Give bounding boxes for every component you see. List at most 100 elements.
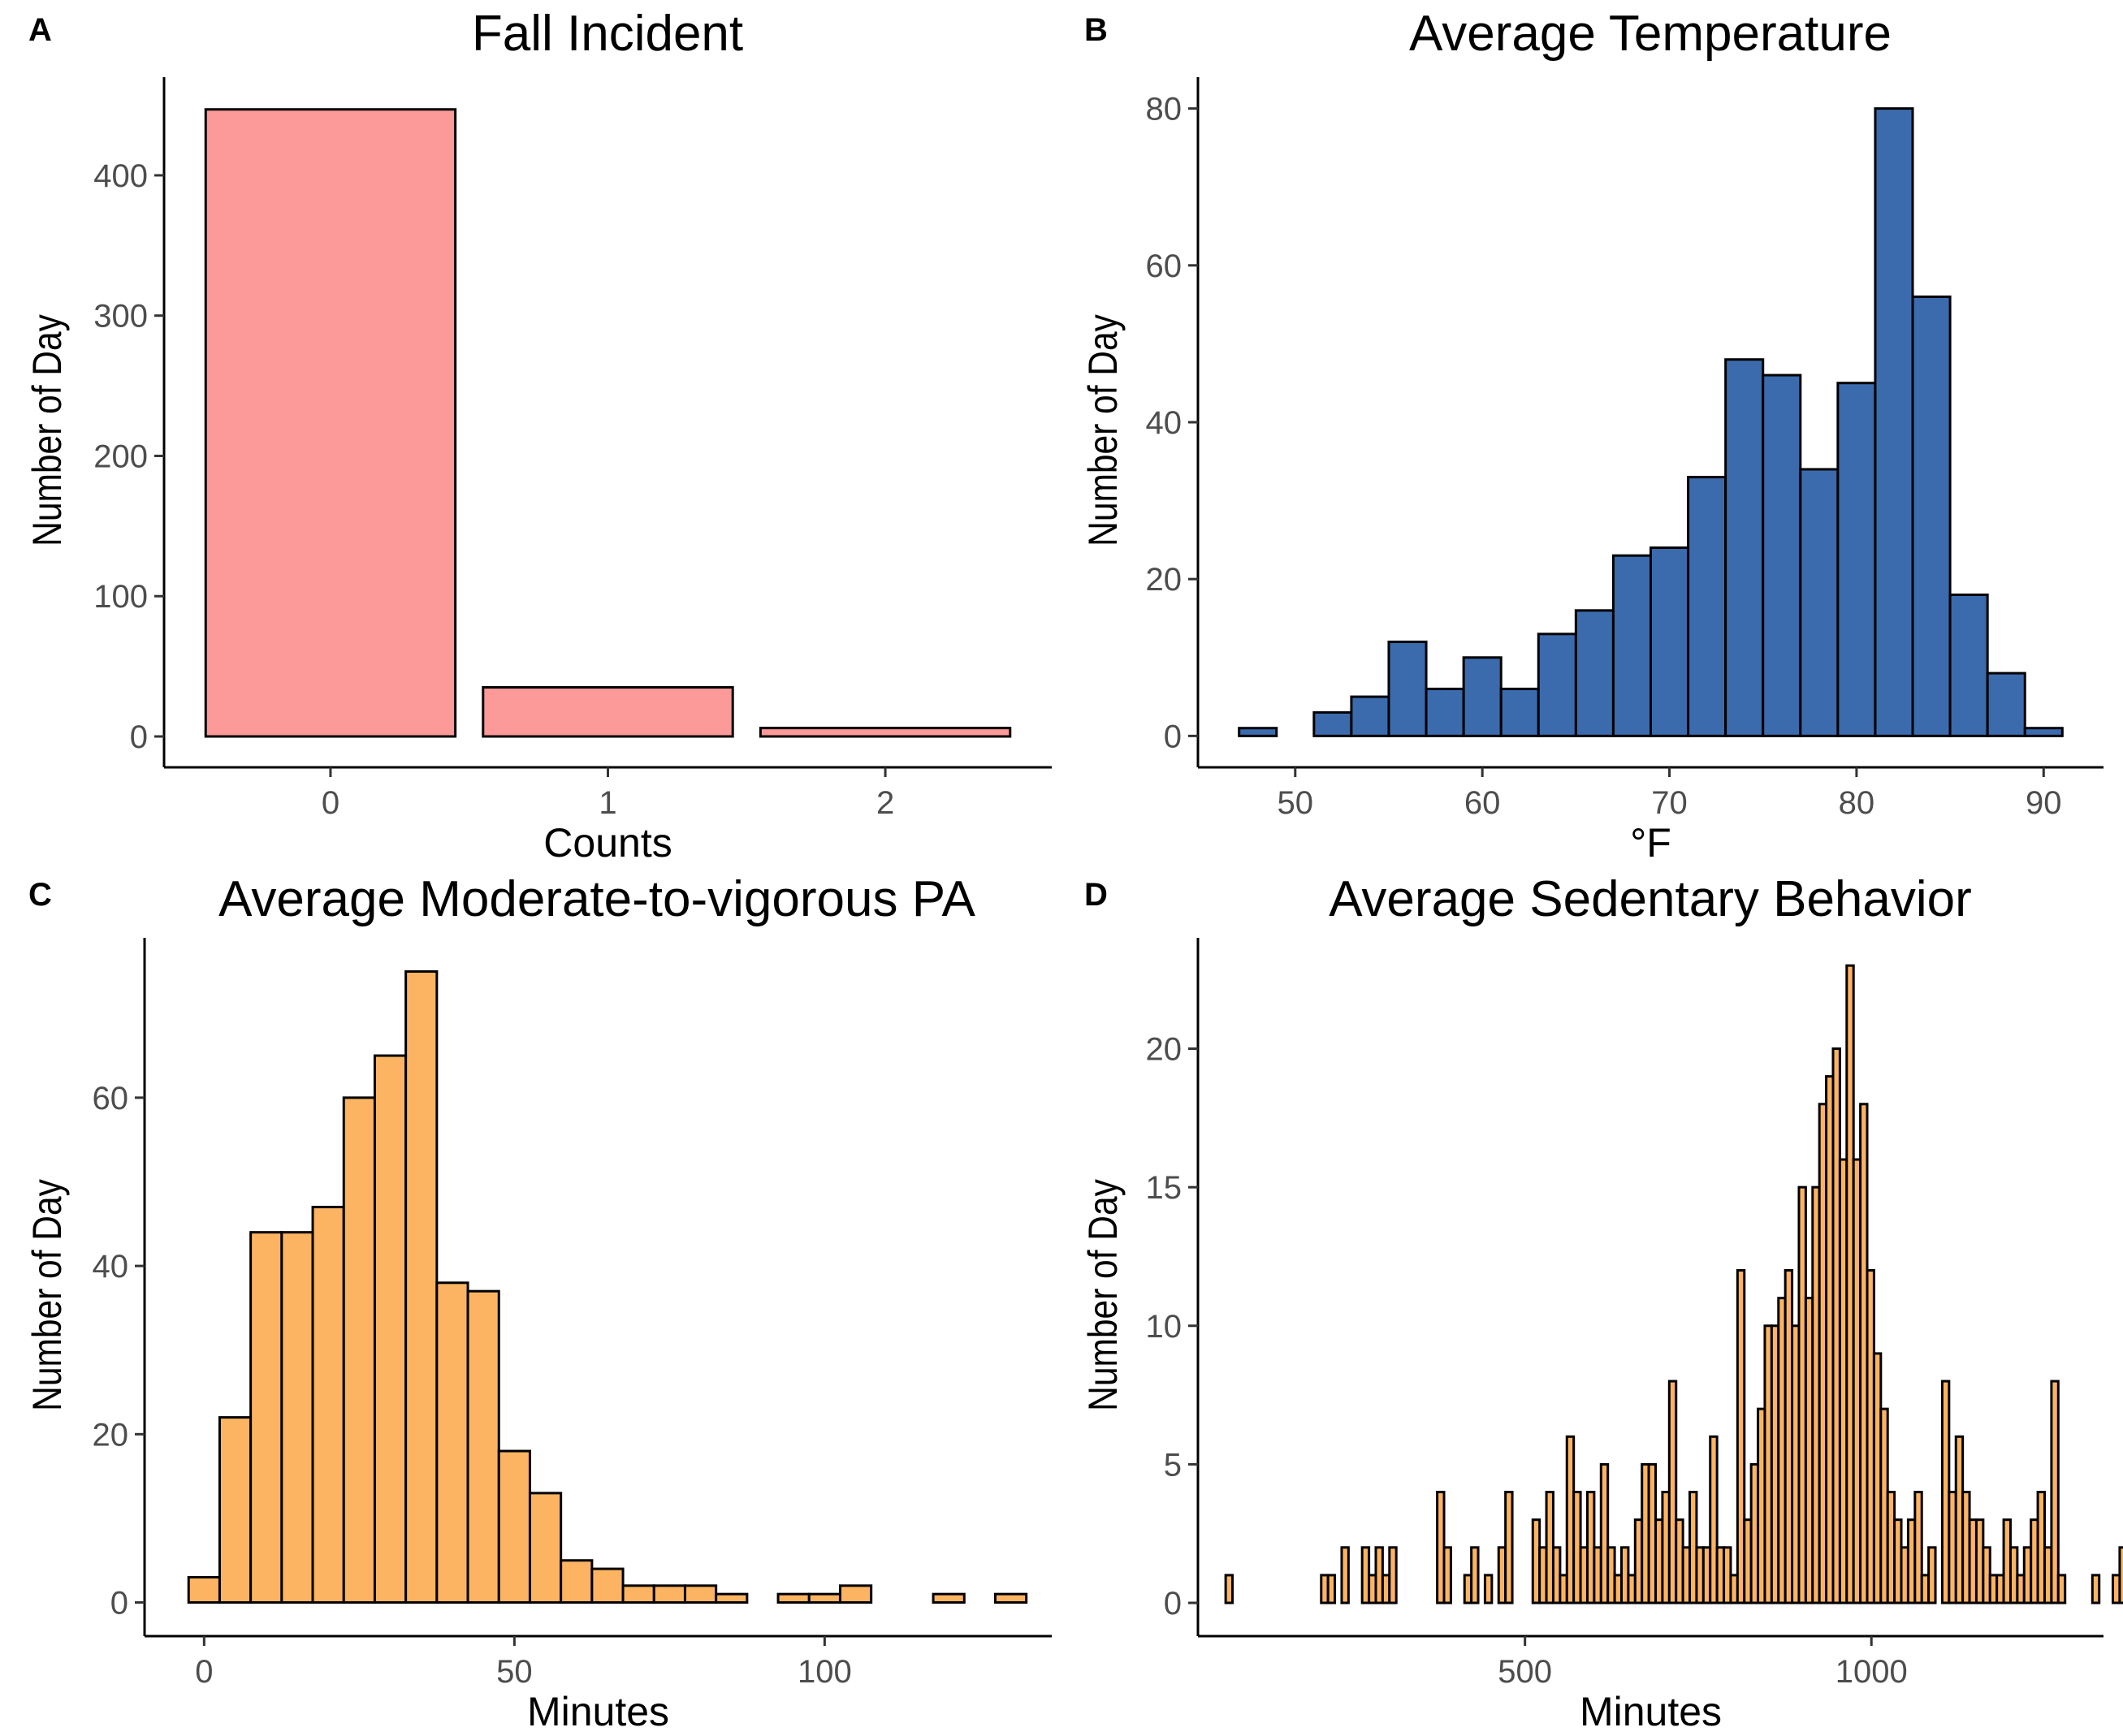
histogram-bin bbox=[993, 1592, 1028, 1604]
histogram-bin bbox=[1442, 1546, 1452, 1604]
x-tick-label: 70 bbox=[1651, 785, 1688, 821]
histogram-bin bbox=[1611, 554, 1653, 737]
panel-label: A bbox=[28, 12, 52, 48]
histogram-bin bbox=[683, 1584, 718, 1604]
bars bbox=[187, 969, 1028, 1604]
histogram-bin bbox=[528, 1492, 563, 1604]
x-tick-label: 0 bbox=[195, 1654, 213, 1690]
histogram-bin bbox=[1927, 1546, 1937, 1604]
panel-label: C bbox=[28, 877, 52, 913]
histogram-bin bbox=[1537, 633, 1577, 737]
y-tick-label: 15 bbox=[1146, 1170, 1183, 1206]
y-tick-label: 20 bbox=[93, 1417, 129, 1453]
histogram-bin bbox=[560, 1559, 594, 1604]
histogram-bin bbox=[621, 1584, 655, 1604]
histogram-bin bbox=[590, 1567, 625, 1604]
y-tick-label: 10 bbox=[1146, 1309, 1183, 1345]
y-tick-label: 400 bbox=[93, 158, 148, 194]
x-tick-label: 2 bbox=[876, 785, 894, 821]
histogram-bin bbox=[1499, 687, 1540, 737]
histogram-bin bbox=[2050, 1380, 2060, 1604]
histogram-bin bbox=[1504, 1491, 1514, 1604]
histogram-bin bbox=[838, 1584, 873, 1604]
histogram-bin bbox=[311, 1206, 345, 1604]
y-tick-label: 20 bbox=[1146, 562, 1183, 598]
histogram-bin bbox=[1736, 1269, 1746, 1604]
histogram-bin bbox=[2091, 1574, 2101, 1604]
histogram-bin bbox=[1425, 687, 1465, 737]
histogram-bin bbox=[1224, 1574, 1234, 1604]
histogram-bin bbox=[2118, 1546, 2123, 1604]
x-tick-label: 50 bbox=[496, 1654, 533, 1690]
bar-2 bbox=[759, 727, 1012, 738]
histogram-bin bbox=[715, 1592, 749, 1604]
x-axis-label: Minutes bbox=[527, 1689, 669, 1734]
histogram-bin bbox=[652, 1584, 686, 1604]
y-axis-label: Number of Day bbox=[24, 313, 70, 546]
y-tick-label: 0 bbox=[1164, 1586, 1182, 1622]
x-axis-label: Minutes bbox=[1580, 1689, 1722, 1734]
histogram-bin bbox=[1350, 695, 1390, 737]
y-tick-label: 60 bbox=[1146, 248, 1183, 284]
histogram-bin bbox=[373, 1054, 408, 1604]
histogram-bin bbox=[1874, 107, 1914, 737]
histogram-bin bbox=[1326, 1574, 1337, 1604]
y-tick-label: 5 bbox=[1164, 1447, 1182, 1483]
histogram-bin bbox=[1388, 1546, 1398, 1604]
histogram-bin bbox=[1724, 358, 1765, 737]
histogram-bin bbox=[1483, 1574, 1494, 1604]
x-tick-label: 50 bbox=[1278, 785, 1314, 821]
panel-c: C Average Moderate-to-vigorous PA 0 20 40 60 0… bbox=[24, 871, 1052, 1734]
bars bbox=[1224, 964, 2123, 1604]
histogram-bin bbox=[342, 1096, 376, 1604]
histogram-bin bbox=[1599, 1462, 1610, 1604]
bars bbox=[204, 108, 1012, 738]
histogram-bin bbox=[1340, 1546, 1350, 1604]
bars bbox=[1238, 107, 2064, 737]
bar-0 bbox=[204, 108, 457, 738]
histogram-bin bbox=[1574, 609, 1615, 737]
histogram-bin bbox=[1799, 468, 1840, 737]
bar-1 bbox=[482, 686, 734, 738]
y-tick-label: 60 bbox=[93, 1081, 129, 1116]
histogram-bin bbox=[1986, 672, 2026, 737]
histogram-bin bbox=[1911, 295, 1952, 737]
x-tick-label: 100 bbox=[798, 1654, 852, 1690]
histogram-bin bbox=[1238, 727, 1278, 737]
histogram-bin bbox=[1948, 594, 1989, 737]
histogram-bin bbox=[2023, 727, 2064, 737]
histogram-bin bbox=[218, 1416, 253, 1604]
x-tick-label: 90 bbox=[2026, 785, 2062, 821]
panel-d: D Average Sedentary Behavior 0 5 10 15 20 500 10… bbox=[1080, 871, 2123, 1734]
panel-b: B Average Temperature 0 20 40 60 80 50 60 70 80 90 °… bbox=[1080, 6, 2104, 866]
histogram-bin bbox=[466, 1289, 500, 1604]
histogram-bin bbox=[1762, 374, 1802, 737]
x-axis-label: °F bbox=[1630, 820, 1671, 866]
histogram-bin bbox=[2056, 1574, 2067, 1604]
histogram-bin bbox=[1667, 1380, 1678, 1604]
panel-label: B bbox=[1084, 12, 1108, 48]
y-tick-label: 300 bbox=[93, 299, 148, 335]
histogram-bin bbox=[1387, 640, 1428, 737]
y-tick-label: 100 bbox=[93, 579, 148, 615]
x-tick-label: 1 bbox=[599, 785, 616, 821]
chart-title: Fall Incident bbox=[472, 6, 743, 62]
chart-title: Average Moderate-to-vigorous PA bbox=[218, 871, 975, 927]
histogram-bin bbox=[776, 1592, 811, 1604]
y-axis-label: Number of Day bbox=[1080, 1178, 1126, 1410]
y-tick-label: 80 bbox=[1146, 92, 1183, 127]
histogram-bin bbox=[1709, 1435, 1719, 1604]
histogram-bin bbox=[404, 969, 439, 1604]
histogram-bin bbox=[1462, 656, 1503, 737]
y-tick-label: 20 bbox=[1146, 1032, 1183, 1068]
x-tick-label: 0 bbox=[322, 785, 339, 821]
y-axis-label: Number of Day bbox=[1080, 313, 1126, 546]
panel-a: A Fall Incident 0 100 200 300 400 0 1 2 Counts Numb… bbox=[24, 6, 1052, 866]
chart-title: Average Temperature bbox=[1409, 6, 1892, 62]
histogram-bin bbox=[187, 1575, 221, 1604]
histogram-bin bbox=[1650, 546, 1690, 737]
histogram-bin bbox=[249, 1231, 283, 1604]
y-axis-label: Number of Day bbox=[24, 1178, 70, 1410]
y-tick-label: 200 bbox=[93, 438, 148, 474]
